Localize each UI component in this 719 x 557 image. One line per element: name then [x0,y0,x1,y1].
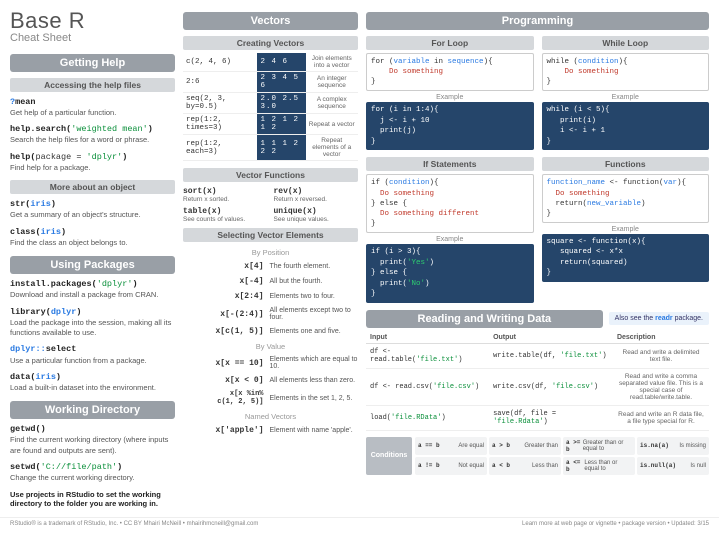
pkg-item: install.packages('dplyr')Download and in… [10,279,175,300]
help-item: help(package = 'dplyr')Find help for a p… [10,152,175,173]
page-subtitle: Cheat Sheet [10,32,175,44]
sel-row: x[4]The fourth element. [183,262,358,271]
section-getting-help: Getting Help [10,54,175,72]
table-row: load('file.RData')save(df, file = 'file.… [366,405,709,430]
section-wd: Working Directory [10,401,175,419]
prog-row-2: If Statements if (condition){ Do somethi… [366,154,709,306]
sel-row: x[x %in%c(1, 2, 5)]Elements in the set 1… [183,391,358,406]
subsection-create-vectors: Creating Vectors [183,36,358,50]
column-left: Base R Cheat Sheet Getting Help Accessin… [10,8,175,513]
pkg-item: data(iris)Load a built-in dataset into t… [10,372,175,393]
while-code: while (condition){ Do something } [542,53,710,91]
table-row: rep(1:2, each=3)1 1 1 2 2 2Repeat elemen… [183,135,358,161]
for-loop-title: For Loop [366,36,534,50]
rw-table: InputOutputDescription df <- read.table(… [366,332,709,431]
cheatsheet-root: Base R Cheat Sheet Getting Help Accessin… [0,0,719,517]
subsection-sel-elements: Selecting Vector Elements [183,228,358,242]
table-row: c(2, 4, 6)2 4 6Join elements into a vect… [183,53,358,72]
conditions-label: Conditions [366,437,412,475]
while-example: while (i < 5){ print(i) i <- i + 1 } [542,102,710,150]
help-item: str(iris)Get a summary of an object's st… [10,199,175,220]
create-vectors-table: c(2, 4, 6)2 4 6Join elements into a vect… [183,53,358,161]
cond-cell: a > bGreater than [489,437,561,455]
func-pair: table(x)See counts of values. unique(x)S… [183,207,358,223]
column-vectors: Vectors Creating Vectors c(2, 4, 6)2 4 6… [183,8,358,513]
subsection-vector-funcs: Vector Functions [183,168,358,182]
example-label: Example [366,94,534,101]
sel-row: x['apple']Element with name 'apple'. [183,426,358,435]
while-loop-title: While Loop [542,36,710,50]
help-item: help.search('weighted mean')Search the h… [10,124,175,145]
rw-title: Reading and Writing Data [366,310,603,328]
if-code: if (condition){ Do something } else { Do… [366,174,534,233]
cond-cell: a <= bLess than or equal to [563,457,635,475]
if-title: If Statements [366,157,534,171]
sel-row: x[2:4]Elements two to four. [183,292,358,301]
help-item: class(iris)Find the class an object belo… [10,227,175,248]
sel-row: x[c(1, 5)]Elements one and five. [183,327,358,336]
table-row: df <- read.table('file.txt')write.table(… [366,343,709,368]
page-title: Base R [10,8,175,34]
wd-item: getwd()Find the current working director… [10,424,175,456]
func-example: square <- function(x){ squared <- x*x re… [542,234,710,282]
for-example: for (i in 1:4){ j <- i + 10 print(j) } [366,102,534,150]
conditions-grid: a == bAre equal a > bGreater than a >= b… [415,437,709,475]
func-title: Functions [542,157,710,171]
wd-note: Use projects in RStudio to set the worki… [10,490,175,510]
pkg-item: library(dplyr)Load the package into the … [10,307,175,339]
cond-cell: a == bAre equal [415,437,487,455]
cond-cell: is.null(a)Is null [637,457,709,475]
wd-item: setwd('C://file/path')Change the current… [10,462,175,483]
footer-right: Learn more at web page or vignette • pac… [522,521,709,527]
footer-left: RStudio® is a trademark of RStudio, Inc.… [10,521,258,527]
by-pos-label: By Position [183,248,358,257]
cond-cell: a < bLess than [489,457,561,475]
func-pair: sort(x)Return x sorted. rev(x)Return x r… [183,187,358,203]
if-example: if (i > 3){ print('Yes') } else { print(… [366,244,534,303]
cond-cell: a != bNot equal [415,457,487,475]
sel-row: x[x < 0]All elements less than zero. [183,376,358,385]
for-code: for (variable in sequence){ Do something… [366,53,534,91]
table-row: rep(1:2, times=3)1 2 1 2 1 2Repeat a vec… [183,114,358,135]
by-name-label: Named Vectors [183,412,358,421]
rw-section: Reading and Writing Data Also see the re… [366,310,709,431]
help-item: ?meanGet help of a particular function. [10,97,175,118]
subsection-help-files: Accessing the help files [10,78,175,92]
cond-cell: a >= bGreater than or equal to [563,437,635,455]
table-row: df <- read.csv('file.csv')write.csv(df, … [366,368,709,405]
sel-row: x[-(2:4)]All elements except two to four… [183,307,358,321]
func-code: function_name <- function(var){ Do somet… [542,174,710,223]
by-val-label: By Value [183,342,358,351]
footer: RStudio® is a trademark of RStudio, Inc.… [0,517,719,533]
section-programming: Programming [366,12,709,30]
section-packages: Using Packages [10,256,175,274]
sel-row: x[x == 10]Elements which are equal to 10… [183,356,358,370]
conditions-row: Conditions a == bAre equal a > bGreater … [366,437,709,475]
sel-row: x[-4]All but the fourth. [183,277,358,286]
example-label: Example [366,236,534,243]
table-row: seq(2, 3, by=0.5)2.0 2.5 3.0A complex se… [183,93,358,114]
subsection-more-object: More about an object [10,180,175,194]
rw-note: Also see the readr package. [609,312,709,325]
column-programming: Programming For Loop for (variable in se… [366,8,709,513]
table-row: 2:62 3 4 5 6An integer sequence [183,72,358,93]
example-label: Example [542,94,710,101]
pkg-item: dplyr::selectUse a particular function f… [10,344,175,365]
example-label: Example [542,226,710,233]
section-vectors: Vectors [183,12,358,30]
cond-cell: is.na(a)Is missing [637,437,709,455]
prog-row-1: For Loop for (variable in sequence){ Do … [366,33,709,154]
